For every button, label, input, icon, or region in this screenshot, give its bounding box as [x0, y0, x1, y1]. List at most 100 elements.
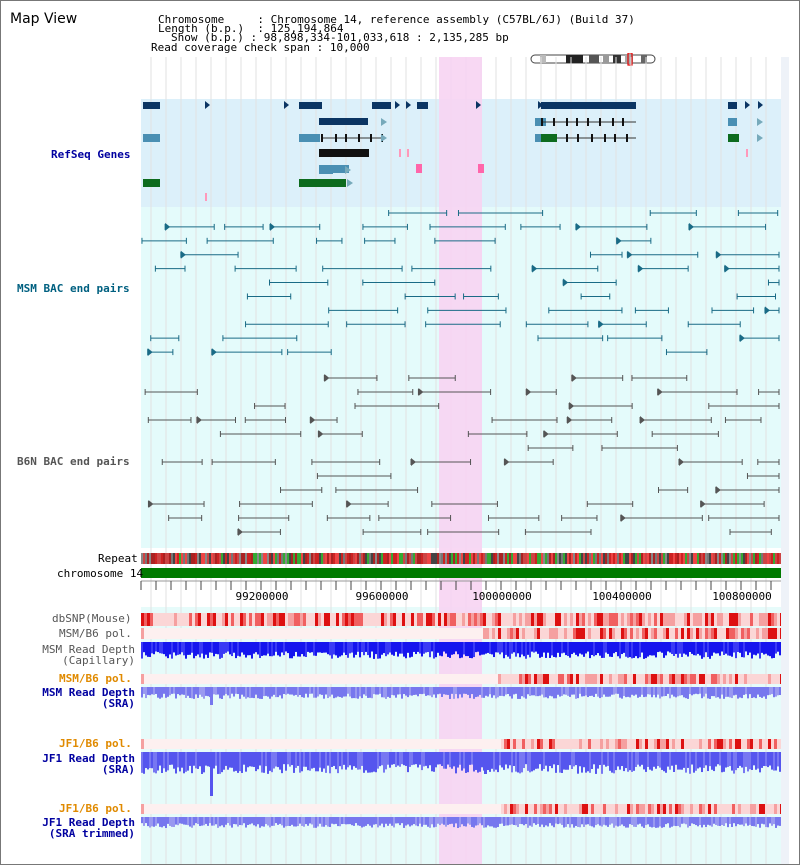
repeat-block	[579, 553, 581, 564]
repeat-block	[345, 553, 347, 564]
repeat-block	[381, 553, 383, 564]
b6n-bac-features[interactable]	[144, 374, 780, 536]
depth-bar	[591, 752, 593, 770]
depth-bar	[743, 817, 745, 827]
depth-bar	[241, 642, 243, 653]
depth-bar	[307, 752, 309, 771]
heat-cell	[327, 613, 330, 626]
heat-cell	[297, 674, 300, 684]
depth-bar	[171, 817, 173, 827]
repeat-block	[467, 553, 469, 564]
heat-cell	[702, 613, 705, 626]
heat-cell	[645, 739, 648, 749]
chromosome-ideogram[interactable]	[529, 53, 659, 67]
depth-bar	[433, 642, 435, 659]
depth-bar	[159, 817, 161, 827]
depth-bar	[631, 642, 633, 659]
depth-bar	[431, 642, 433, 652]
depth-bar	[453, 752, 455, 767]
depth-bar	[425, 687, 427, 696]
heat-cell	[141, 739, 144, 749]
repeat-block	[747, 553, 749, 564]
repeat-block	[235, 553, 237, 564]
depth-spike	[210, 687, 213, 705]
depth-bar	[681, 687, 683, 696]
depth-bar	[157, 752, 159, 771]
depth-bar	[511, 687, 513, 699]
depth-bar	[259, 752, 261, 766]
heat-cell	[408, 674, 411, 684]
heat-cell	[717, 628, 720, 639]
depth-bar	[205, 642, 207, 655]
depth-bar	[259, 817, 261, 828]
depth-bar	[187, 752, 189, 771]
depth-bar	[501, 642, 503, 653]
heat-cell	[384, 628, 387, 639]
heat-cell	[204, 674, 207, 684]
depth-bar	[273, 687, 275, 695]
depth-bar	[251, 817, 253, 824]
repeat-block	[551, 553, 553, 564]
refseq-gene-features[interactable]	[143, 101, 763, 201]
depth-bar	[547, 752, 549, 772]
heat-cell	[390, 674, 393, 684]
depth-bar	[427, 642, 429, 653]
repeat-block	[257, 553, 259, 564]
depth-bar	[535, 687, 537, 697]
depth-bar	[761, 752, 763, 768]
repeat-block	[169, 553, 171, 564]
depth-bar	[395, 642, 397, 652]
gene-feature	[372, 102, 391, 109]
heat-cell	[399, 613, 402, 626]
heat-cell	[624, 674, 627, 684]
depth-bar	[379, 752, 381, 767]
heat-cell	[606, 739, 609, 749]
depth-bar	[429, 642, 431, 658]
heat-cell	[282, 804, 285, 814]
heat-cell	[144, 628, 147, 639]
repeat-block	[621, 553, 623, 564]
depth-bar	[765, 642, 767, 654]
heat-cell	[573, 674, 576, 684]
depth-bar	[319, 687, 321, 695]
gene-mark	[399, 149, 401, 157]
repeat-block	[727, 553, 729, 564]
depth-bar	[403, 752, 405, 766]
msm-bac-features[interactable]	[141, 210, 780, 357]
depth-bar	[469, 752, 471, 765]
depth-bar	[711, 752, 713, 770]
repeat-block	[587, 553, 589, 564]
heat-cell	[600, 613, 603, 626]
depth-bar	[203, 817, 205, 826]
heat-cell	[303, 804, 306, 814]
heat-cell	[555, 613, 558, 626]
depth-bar	[555, 687, 557, 699]
depth-bar	[423, 687, 425, 694]
depth-bar	[651, 817, 653, 828]
gene-arrow	[757, 118, 763, 126]
heat-cell	[726, 674, 729, 684]
repeat-block	[705, 553, 707, 564]
depth-bar	[237, 642, 239, 656]
heat-cell	[591, 674, 594, 684]
heat-cell	[444, 804, 447, 814]
heat-cell	[228, 613, 231, 626]
depth-bar	[281, 687, 283, 699]
heat-cell	[159, 804, 162, 814]
repeat-block	[643, 553, 645, 564]
label-msm-read-depth-sra: MSM Read Depth (SRA)	[42, 687, 135, 709]
heat-cell	[651, 739, 654, 749]
depth-bar	[245, 687, 247, 699]
scroll-margin[interactable]	[781, 57, 789, 864]
heat-cell	[483, 674, 486, 684]
depth-bar	[625, 817, 627, 828]
heat-cell	[705, 613, 708, 626]
repeat-block	[413, 553, 415, 564]
depth-bar	[547, 817, 549, 827]
depth-bar	[599, 817, 601, 826]
depth-bar	[147, 817, 149, 827]
depth-bar	[581, 817, 583, 825]
depth-bar	[283, 817, 285, 828]
depth-bar	[199, 642, 201, 658]
